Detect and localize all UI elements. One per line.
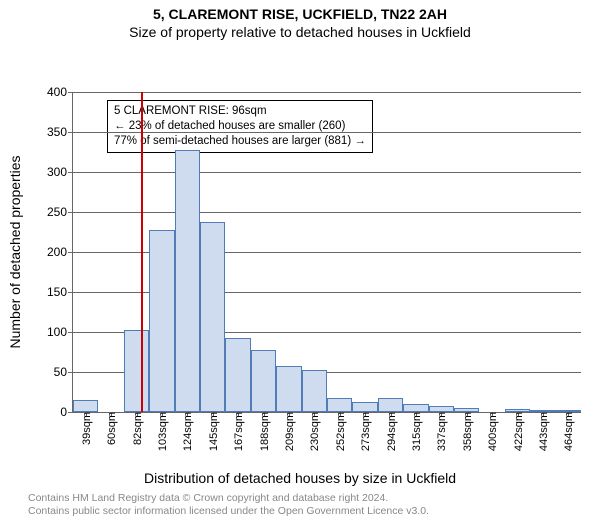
ytick-label: 400 [47, 85, 73, 99]
ytick-label: 50 [54, 365, 73, 379]
histogram-bar [225, 338, 250, 412]
footer-line: Contains public sector information licen… [28, 505, 590, 518]
xtick-label: 60sqm [104, 412, 118, 445]
ytick-label: 200 [47, 245, 73, 259]
histogram-bar [352, 402, 377, 412]
ytick-label: 100 [47, 325, 73, 339]
ytick-label: 150 [47, 285, 73, 299]
gridline [73, 132, 581, 133]
histogram-bar [124, 330, 149, 412]
xtick-label: 443sqm [536, 412, 550, 451]
xtick-label: 252sqm [333, 412, 347, 451]
property-marker-line [141, 92, 143, 412]
xtick-label: 145sqm [206, 412, 220, 451]
xtick-label: 103sqm [155, 412, 169, 451]
xtick-label: 39sqm [79, 412, 93, 445]
xtick-label: 337sqm [434, 412, 448, 451]
xtick-label: 464sqm [561, 412, 575, 451]
xtick-label: 422sqm [511, 412, 525, 451]
gridline [73, 92, 581, 93]
ytick-label: 350 [47, 125, 73, 139]
xtick-label: 167sqm [231, 412, 245, 451]
histogram-bar [378, 398, 403, 412]
ytick-label: 250 [47, 205, 73, 219]
histogram-bar [149, 230, 174, 412]
histogram-bar [403, 404, 428, 412]
ytick-label: 300 [47, 165, 73, 179]
footer-attribution: Contains HM Land Registry data © Crown c… [0, 486, 600, 518]
xtick-label: 124sqm [180, 412, 194, 451]
page-subtitle: Size of property relative to detached ho… [0, 22, 600, 40]
xtick-label: 82sqm [130, 412, 144, 445]
histogram-bar [251, 350, 276, 412]
annotation-box: 5 CLAREMONT RISE: 96sqm← 23% of detached… [107, 100, 373, 153]
footer-line: Contains HM Land Registry data © Crown c… [28, 492, 590, 505]
histogram-bar [200, 222, 225, 412]
histogram-chart: Number of detached properties 5 CLAREMON… [0, 40, 600, 470]
histogram-bar [73, 400, 98, 412]
xtick-label: 358sqm [460, 412, 474, 451]
xtick-label: 273sqm [358, 412, 372, 451]
xtick-label: 315sqm [409, 412, 423, 451]
histogram-bar [276, 366, 301, 412]
x-axis-label: Distribution of detached houses by size … [0, 470, 600, 486]
xtick-label: 294sqm [384, 412, 398, 451]
histogram-bar [175, 150, 200, 412]
xtick-label: 230sqm [307, 412, 321, 451]
page-title: 5, CLAREMONT RISE, UCKFIELD, TN22 2AH [0, 0, 600, 22]
histogram-bar [302, 370, 327, 412]
histogram-bar [327, 398, 352, 412]
xtick-label: 400sqm [485, 412, 499, 451]
xtick-label: 188sqm [257, 412, 271, 451]
y-axis-label: Number of detached properties [7, 156, 23, 349]
ytick-label: 0 [60, 405, 73, 419]
xtick-label: 209sqm [282, 412, 296, 451]
gridline [73, 212, 581, 213]
annotation-line: 5 CLAREMONT RISE: 96sqm [114, 104, 366, 119]
plot-area: 5 CLAREMONT RISE: 96sqm← 23% of detached… [72, 92, 581, 413]
gridline [73, 172, 581, 173]
annotation-line: 77% of semi-detached houses are larger (… [114, 134, 366, 149]
